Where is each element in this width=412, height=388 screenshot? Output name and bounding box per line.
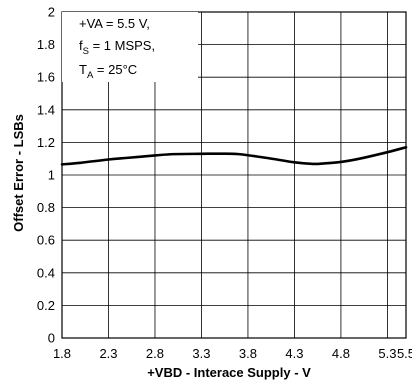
plot-frame [61, 11, 407, 339]
x-tick-label: 4.8 [332, 346, 350, 361]
x-tick-label: 5.5 [397, 346, 412, 361]
x-tick-label: 4.3 [285, 346, 303, 361]
annotation-line-2: fS = 1 MSPS, [79, 38, 155, 57]
x-tick-label: 1.8 [53, 346, 71, 361]
x-tick-label: 2.3 [99, 346, 117, 361]
series-layer [60, 145, 408, 166]
y-axis-label: Offset Error - LSBs [11, 114, 26, 232]
series-line [60, 145, 408, 166]
y-tick-label: 0.2 [37, 298, 55, 313]
y-tick-label: 2 [48, 5, 55, 20]
annotation-box [62, 12, 198, 82]
y-tick-label: 0.4 [37, 265, 55, 280]
y-tick-label: 0.6 [37, 233, 55, 248]
x-tick-label: 3.3 [192, 346, 210, 361]
annotation-line-1: +VA = 5.5 V, [79, 16, 150, 31]
x-tick-label: 5.3 [378, 346, 396, 361]
x-tick-label: 2.8 [146, 346, 164, 361]
annotation-line-3: TA = 25°C [79, 62, 137, 81]
y-tick-label: 0.8 [37, 200, 55, 215]
y-tick-label: 1.8 [37, 37, 55, 52]
y-tick-label: 1.6 [37, 70, 55, 85]
grid-layer [61, 11, 407, 339]
y-tick-label: 1.2 [37, 135, 55, 150]
y-tick-label: 1 [48, 168, 55, 183]
x-tick-label: 3.8 [239, 346, 257, 361]
x-axis-label: +VBD - Interace Supply - V [147, 365, 311, 380]
y-tick-label: 0 [48, 331, 55, 346]
tick-labels: 1.8 2.3 2.8 3.3 3.8 4.3 4.8 5.3 5.5 0 0.2 0.4 0.6 0.8… [37, 5, 412, 362]
y-tick-label: 1.4 [37, 102, 55, 117]
